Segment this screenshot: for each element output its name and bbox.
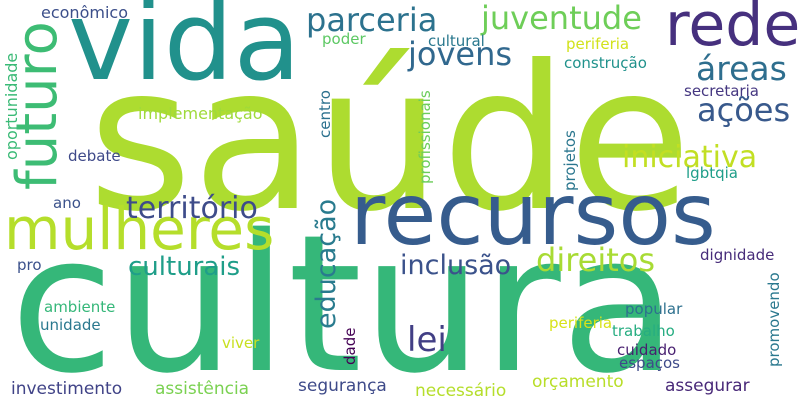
cloud-word: profissionais: [416, 90, 434, 184]
cloud-word: periferia: [566, 35, 630, 53]
cloud-word: direitos: [536, 241, 656, 279]
cloud-word: trabalho: [612, 322, 675, 340]
cloud-word: oportunidade: [2, 52, 21, 160]
cloud-word: recursos: [350, 165, 716, 265]
cloud-word: mulheres: [4, 195, 275, 263]
cloud-word: assegurar: [665, 376, 750, 396]
cloud-word: popular: [625, 300, 683, 318]
cloud-word: necessário: [415, 381, 507, 400]
cloud-word: construção: [564, 54, 647, 72]
cloud-word: saúde: [88, 23, 692, 256]
cloud-word: território: [126, 191, 258, 226]
cloud-word: lei: [407, 320, 447, 360]
cloud-word: centro: [316, 90, 334, 138]
cloud-word: secretaria: [684, 82, 759, 100]
cloud-word: viver: [222, 334, 260, 352]
cloud-word: educação: [311, 198, 342, 329]
cloud-word: orçamento: [532, 372, 624, 392]
cloud-word: jovens: [408, 35, 513, 73]
cloud-word: rede: [665, 0, 800, 60]
cloud-word: culturais: [128, 252, 241, 282]
cloud-word: ano: [53, 194, 81, 212]
cloud-word: econômico: [41, 3, 128, 22]
cloud-word: periferia: [549, 314, 613, 332]
cloud-word: segurança: [298, 376, 387, 396]
cloud-word: cultural: [428, 32, 485, 50]
cloud-word: inclusão: [400, 250, 512, 281]
cloud-word: promovendo: [765, 272, 783, 367]
cloud-word: debate: [68, 147, 121, 165]
cloud-word: unidade: [40, 316, 101, 334]
cloud-word: implementação: [138, 104, 263, 123]
cloud-word: iniciativa: [622, 140, 758, 175]
cloud-word: lgbtqia: [686, 164, 738, 182]
cloud-word: cultura: [10, 194, 678, 400]
cloud-word: ações: [697, 91, 791, 129]
cloud-word: projetos: [561, 130, 579, 191]
cloud-word: juventude: [481, 0, 642, 37]
cloud-word: dignidade: [700, 246, 775, 264]
cloud-word: pro: [17, 256, 42, 274]
cloud-word: investimento: [11, 379, 123, 399]
cloud-word: dade: [341, 327, 359, 365]
cloud-word: poder: [322, 30, 366, 48]
cloud-word: espaços: [619, 354, 680, 372]
cloud-word: parceria: [306, 1, 438, 39]
cloud-word: assistência: [155, 379, 250, 399]
cloud-word: áreas: [696, 49, 787, 88]
cloud-word: cuidado: [617, 341, 677, 359]
cloud-word: vida: [68, 0, 301, 105]
cloud-word: ambiente: [44, 298, 116, 316]
